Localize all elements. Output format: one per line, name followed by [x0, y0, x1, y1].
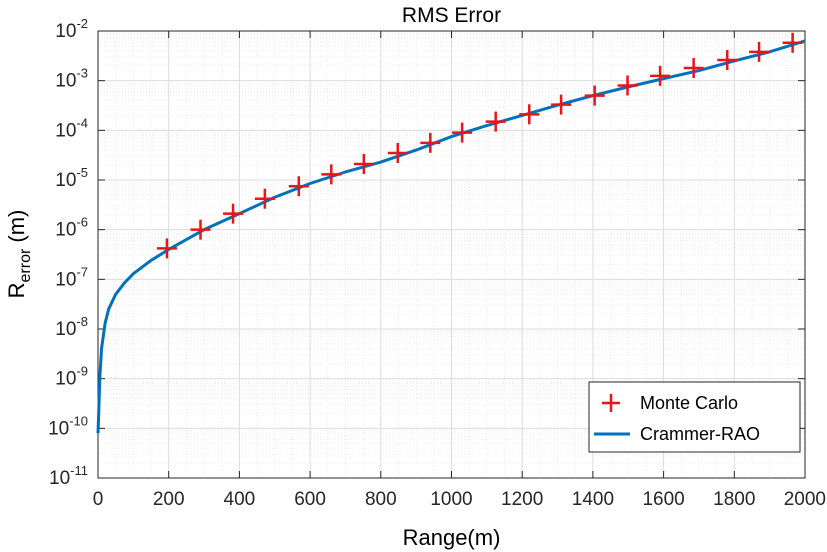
monte-carlo-marker — [650, 65, 671, 86]
series-line-crammer-rao — [96, 39, 806, 434]
monte-carlo-marker — [420, 132, 441, 153]
series — [96, 32, 806, 434]
y-axis-label-base: R — [4, 282, 29, 298]
y-tick-label: 10-8 — [55, 314, 88, 340]
y-tick-label: 10-7 — [55, 264, 88, 290]
axis-ticks — [97, 30, 806, 479]
monte-carlo-marker — [717, 50, 738, 71]
monte-carlo-marker — [353, 153, 374, 174]
monte-carlo-marker — [387, 142, 408, 163]
monte-carlo-marker — [288, 176, 309, 197]
x-tick-label: 1200 — [501, 489, 543, 510]
x-tick-label: 1600 — [642, 489, 684, 510]
monte-carlo-marker — [584, 85, 605, 106]
y-tick-label: 10-9 — [55, 364, 88, 390]
monte-carlo-marker — [321, 164, 342, 185]
monte-carlo-marker — [485, 111, 506, 132]
monte-carlo-marker — [617, 75, 638, 96]
legend-label-monte-carlo: Monte Carlo — [640, 393, 738, 413]
monte-carlo-marker — [551, 94, 572, 115]
grid — [97, 30, 806, 479]
tick-labels: 0 200 400 600 800 1000 1200 1400 1600 1800 2000 10-… — [48, 16, 826, 510]
x-tick-label: 2000 — [784, 489, 826, 510]
x-axis-label: Range(m) — [403, 525, 501, 550]
y-tick-label: 10-5 — [55, 165, 88, 191]
x-tick-label: 1800 — [713, 489, 755, 510]
monte-carlo-marker — [156, 238, 177, 259]
monte-carlo-marker — [452, 122, 473, 143]
y-tick-label: 10-4 — [55, 115, 88, 141]
monte-carlo-marker — [519, 104, 540, 125]
y-axis-label: Rerror (m) — [4, 210, 34, 299]
legend-box — [588, 381, 801, 453]
y-tick-label: 10-2 — [55, 16, 88, 42]
y-axis-label-subscript: error — [17, 248, 34, 282]
x-tick-label: 0 — [93, 489, 104, 510]
legend-label-crammer-rao: Crammer-RAO — [640, 424, 760, 444]
y-tick-label: 10-6 — [55, 215, 88, 241]
y-axis-label-suffix: (m) — [4, 210, 29, 249]
monte-carlo-marker — [782, 32, 803, 53]
x-tick-label: 1000 — [430, 489, 472, 510]
x-tick-label: 200 — [153, 489, 185, 510]
monte-carlo-marker — [749, 41, 770, 62]
monte-carlo-marker — [254, 188, 275, 209]
monte-carlo-marker — [190, 219, 211, 240]
x-tick-label: 1400 — [572, 489, 614, 510]
y-tick-label: 10-11 — [49, 463, 88, 489]
x-tick-label: 600 — [294, 489, 326, 510]
monte-carlo-marker — [223, 203, 244, 224]
x-tick-label: 800 — [365, 489, 397, 510]
x-tick-label: 400 — [224, 489, 256, 510]
monte-carlo-marker — [683, 57, 704, 78]
legend: Monte Carlo Crammer-RAO — [588, 381, 801, 453]
y-tick-label: 10-10 — [48, 413, 88, 439]
y-tick-label: 10-3 — [55, 66, 88, 92]
chart-title: RMS Error — [402, 4, 501, 27]
